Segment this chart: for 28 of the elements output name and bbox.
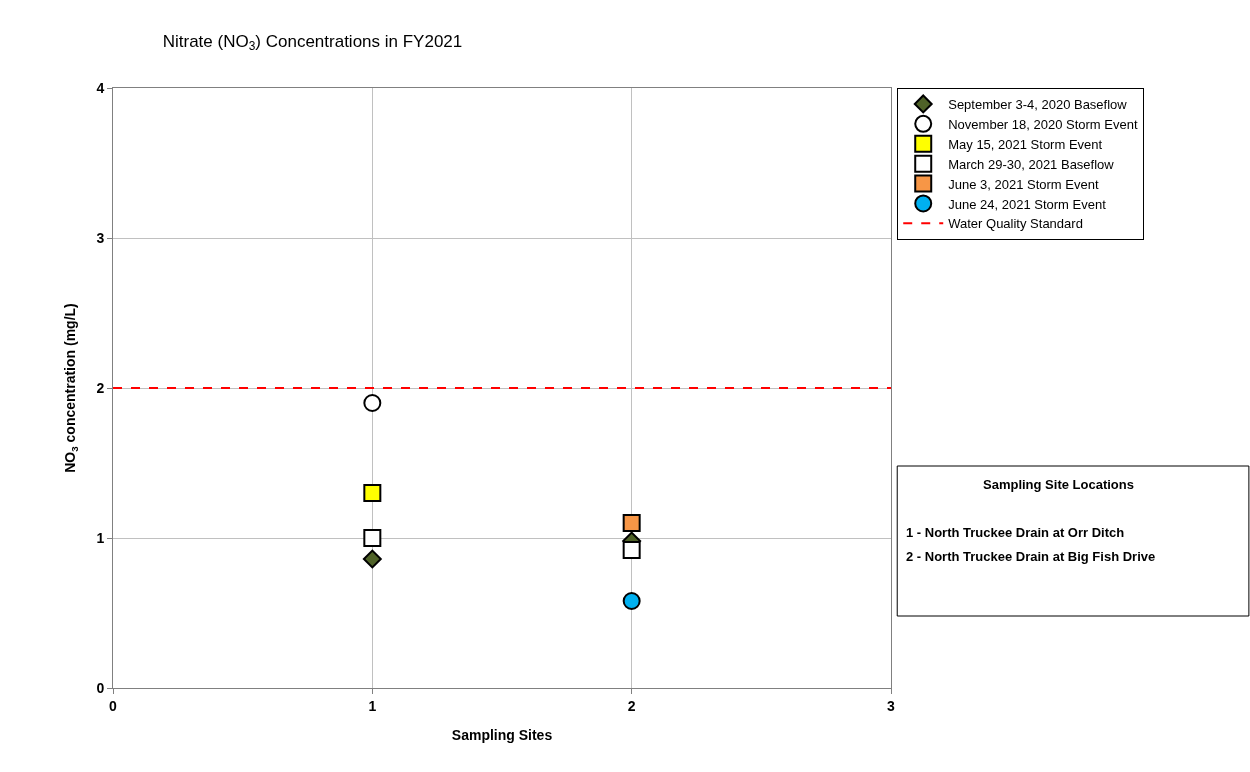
x-tick-label: 2 [627, 697, 636, 714]
x-axis-title: Sampling Sites [451, 727, 553, 743]
point [363, 529, 382, 547]
y-tick-label: 0 [96, 679, 105, 696]
point [363, 484, 382, 502]
point [622, 592, 641, 610]
x-tick-label: 1 [368, 697, 377, 714]
y-tick-label: 1 [96, 529, 105, 546]
x-tick-label: 0 [109, 697, 118, 714]
legend-label: September 3-4, 2020 Baseflow [948, 97, 1128, 113]
y-tick-label: 2 [96, 379, 105, 396]
point [363, 394, 382, 412]
point [622, 514, 641, 532]
legend-label: March 29-30, 2021 Baseflow [948, 156, 1115, 172]
y-tick-label: 4 [96, 79, 105, 96]
legend-label: June 24, 2021 Storm Event [948, 196, 1107, 212]
text: Sampling Site Locations [983, 477, 1134, 492]
legend-label: November 18, 2020 Storm Event [948, 116, 1138, 132]
legend-label: May 15, 2021 Storm Event [948, 136, 1103, 152]
text: 2 - North Truckee Drain at Big Fish Drive [906, 549, 1156, 564]
x-tick-label: 3 [887, 697, 896, 714]
y-tick-label: 3 [96, 229, 105, 246]
legend-label: June 3, 2021 Storm Event [948, 176, 1099, 192]
point [622, 541, 641, 559]
point [362, 549, 382, 569]
legend-label: Water Quality Standard [948, 216, 1083, 232]
text: 1 - North Truckee Drain at Orr Ditch [906, 525, 1125, 540]
chart-title: Nitrate (NO$_{3}$) Concentrations in FY2021 [162, 31, 463, 54]
